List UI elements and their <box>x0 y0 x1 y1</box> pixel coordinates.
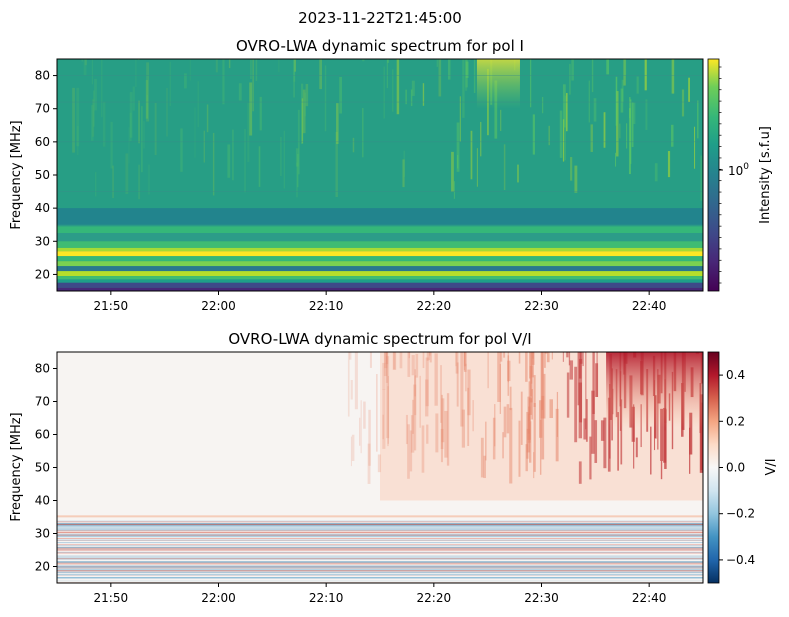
y-tick-label: 70 <box>35 395 50 409</box>
y-tick-label: 50 <box>35 168 50 182</box>
x-tick-label: 21:50 <box>94 299 129 313</box>
chart1-colorbar <box>707 58 720 292</box>
x-tick-label: 22:30 <box>524 299 559 313</box>
y-tick-label: 40 <box>35 201 50 215</box>
chart1-ticks: 21:50 22:00 22:10 22:20 22:30 22:40 20 30 40 50 60… <box>35 69 667 313</box>
x-tick-label: 22:20 <box>417 299 452 313</box>
x-tick-label: 22:30 <box>524 591 559 605</box>
x-tick-label: 22:00 <box>201 591 236 605</box>
chart2-ticks: 21:50 22:00 22:10 22:20 22:30 22:40 20 30 40 50 60… <box>35 362 667 606</box>
x-tick-label: 21:50 <box>94 591 129 605</box>
chart1-colorbar-label: Intensity [s.f.u] <box>758 126 773 224</box>
chart2-colorbar-label: V/I <box>764 458 779 475</box>
y-tick-label: 20 <box>35 267 50 281</box>
y-tick-label: 80 <box>35 69 50 83</box>
chart1-title: OVRO-LWA dynamic spectrum for pol I <box>236 37 524 55</box>
colorbar-tick-label: −0.2 <box>726 507 755 521</box>
x-tick-label: 22:10 <box>309 591 344 605</box>
colorbar-tick-label: 0.2 <box>726 414 745 428</box>
x-tick-label: 22:40 <box>632 591 667 605</box>
x-tick-label: 22:20 <box>417 591 452 605</box>
figure-suptitle: 2023-11-22T21:45:00 <box>298 9 462 27</box>
x-tick-label: 22:40 <box>632 299 667 313</box>
y-tick-label: 50 <box>35 461 50 475</box>
colorbar-tick-label: 0.4 <box>726 368 745 382</box>
x-tick-label: 22:00 <box>201 299 236 313</box>
chart1-colorbar-ticks <box>719 66 723 284</box>
chart1-colorbar-tick-label: 100 <box>728 162 749 178</box>
chart2-colorbar <box>707 351 720 584</box>
y-tick-label: 80 <box>35 362 50 376</box>
chart1-colorbar-tick-exponent: 0 <box>743 162 749 172</box>
chart2-ylabel: Frequency [MHz] <box>9 412 24 521</box>
chart1-colorbar-tick-base: 10 <box>728 164 743 178</box>
y-tick-label: 60 <box>35 428 50 442</box>
y-tick-label: 70 <box>35 102 50 116</box>
y-tick-label: 40 <box>35 494 50 508</box>
y-tick-label: 30 <box>35 234 50 248</box>
chart2-title: OVRO-LWA dynamic spectrum for pol V/I <box>228 330 531 348</box>
chart1-heatmap <box>57 59 703 291</box>
chart2-heatmap <box>57 352 703 583</box>
chart1-ylabel: Frequency [MHz] <box>9 120 24 229</box>
y-tick-label: 20 <box>35 560 50 574</box>
y-tick-label: 60 <box>35 135 50 149</box>
colorbar-tick-label: −0.4 <box>726 553 755 567</box>
x-tick-label: 22:10 <box>309 299 344 313</box>
colorbar-tick-label: 0.0 <box>726 461 745 475</box>
chart2-colorbar-ticks: 0.4 0.2 0.0 −0.2 −0.4 <box>719 368 755 567</box>
y-tick-label: 30 <box>35 527 50 541</box>
